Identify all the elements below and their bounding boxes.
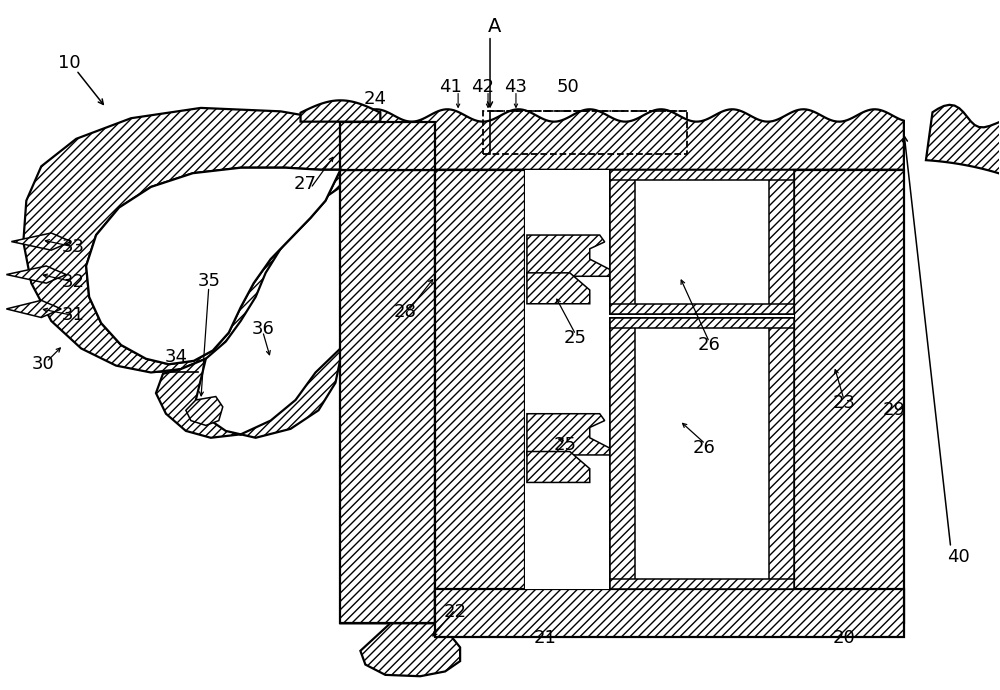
Text: 23: 23 <box>833 395 856 413</box>
Text: 25: 25 <box>553 435 576 453</box>
Text: 40: 40 <box>947 548 970 566</box>
Polygon shape <box>610 170 794 180</box>
Text: 24: 24 <box>364 90 387 108</box>
Polygon shape <box>527 235 610 276</box>
Polygon shape <box>526 170 793 589</box>
Polygon shape <box>527 273 590 304</box>
Polygon shape <box>86 168 340 364</box>
Text: 35: 35 <box>197 272 220 290</box>
Polygon shape <box>610 304 794 314</box>
Polygon shape <box>610 317 635 589</box>
Polygon shape <box>340 109 904 170</box>
Polygon shape <box>301 100 380 121</box>
Polygon shape <box>360 623 460 676</box>
Text: 10: 10 <box>58 55 81 72</box>
Text: 27: 27 <box>294 175 317 193</box>
Polygon shape <box>769 170 794 314</box>
Text: 22: 22 <box>444 602 467 620</box>
Text: 42: 42 <box>472 77 495 96</box>
Text: 43: 43 <box>504 77 527 96</box>
Text: 30: 30 <box>32 355 55 373</box>
Polygon shape <box>610 170 635 314</box>
Polygon shape <box>612 319 792 588</box>
Text: 33: 33 <box>62 238 85 256</box>
Polygon shape <box>86 168 340 364</box>
Polygon shape <box>794 170 904 623</box>
Polygon shape <box>435 170 525 623</box>
Polygon shape <box>610 170 794 314</box>
Polygon shape <box>340 170 435 623</box>
Text: 50: 50 <box>556 77 579 96</box>
Polygon shape <box>11 233 71 250</box>
Polygon shape <box>435 589 904 637</box>
Polygon shape <box>769 317 794 589</box>
Polygon shape <box>610 579 794 589</box>
Text: A: A <box>488 17 502 37</box>
Polygon shape <box>612 171 792 313</box>
Text: 28: 28 <box>394 303 417 321</box>
Text: 34: 34 <box>164 348 187 366</box>
Polygon shape <box>610 317 794 328</box>
Polygon shape <box>527 451 590 482</box>
Text: 41: 41 <box>439 77 462 96</box>
Text: 26: 26 <box>698 336 721 354</box>
Polygon shape <box>156 348 435 623</box>
Text: 25: 25 <box>563 329 586 347</box>
Text: 20: 20 <box>833 629 855 647</box>
Polygon shape <box>6 300 61 317</box>
Text: 26: 26 <box>693 439 716 457</box>
Text: 36: 36 <box>251 320 274 338</box>
Polygon shape <box>926 105 1000 498</box>
Text: 29: 29 <box>882 402 905 420</box>
Text: 31: 31 <box>62 306 85 324</box>
Polygon shape <box>610 317 794 589</box>
Polygon shape <box>186 397 223 426</box>
Polygon shape <box>527 414 610 455</box>
Polygon shape <box>340 121 435 170</box>
Polygon shape <box>525 170 794 589</box>
Polygon shape <box>6 266 66 283</box>
Polygon shape <box>23 108 340 373</box>
Text: 21: 21 <box>533 629 556 647</box>
Text: 32: 32 <box>62 273 85 290</box>
